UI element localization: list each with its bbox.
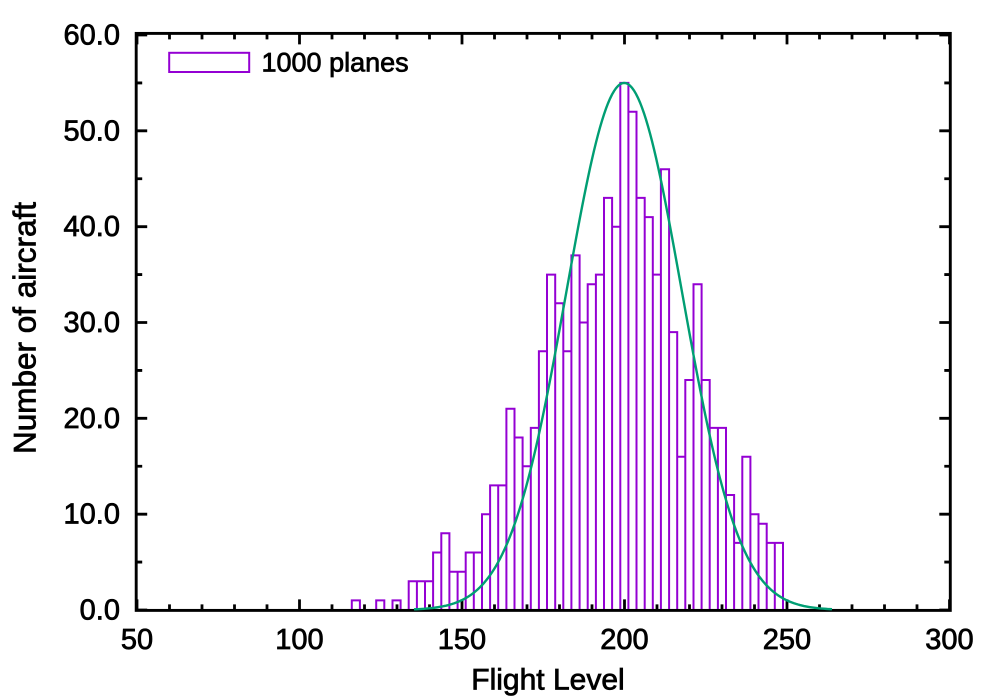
svg-text:Flight Level: Flight Level — [471, 664, 624, 697]
svg-text:0.0: 0.0 — [80, 595, 120, 627]
svg-text:200: 200 — [600, 624, 648, 656]
svg-text:10.0: 10.0 — [64, 499, 120, 531]
svg-text:100: 100 — [275, 624, 323, 656]
svg-text:150: 150 — [438, 624, 486, 656]
svg-text:50.0: 50.0 — [64, 115, 120, 147]
svg-text:300: 300 — [925, 624, 973, 656]
svg-text:250: 250 — [763, 624, 811, 656]
svg-text:1000 planes: 1000 planes — [262, 48, 409, 78]
svg-text:60.0: 60.0 — [64, 20, 120, 52]
svg-text:Number of aircraft: Number of aircraft — [7, 202, 43, 454]
svg-text:40.0: 40.0 — [64, 211, 120, 243]
svg-text:50: 50 — [121, 624, 153, 656]
svg-text:30.0: 30.0 — [64, 307, 120, 339]
svg-text:20.0: 20.0 — [64, 403, 120, 435]
